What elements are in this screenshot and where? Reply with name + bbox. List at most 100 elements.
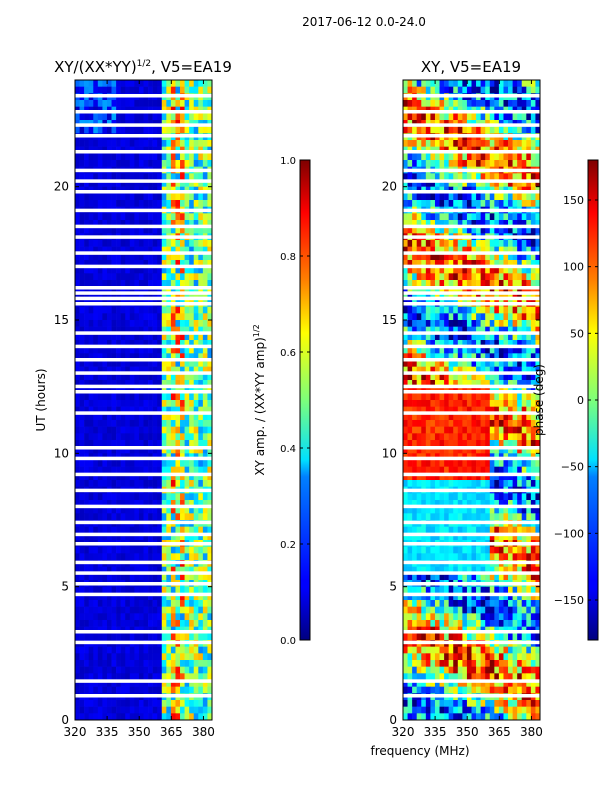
heatmap-cell (180, 380, 185, 387)
heatmap-cell (494, 373, 500, 381)
heatmap-cell (434, 360, 440, 367)
heatmap-cell (93, 380, 99, 387)
heatmap-cell (193, 660, 199, 667)
heatmap-cell (471, 286, 477, 294)
heatmap-cell (97, 493, 103, 501)
heatmap-cell (480, 340, 486, 347)
heatmap-cell (166, 700, 172, 707)
heatmap-cell (116, 713, 121, 721)
heatmap-cell (207, 306, 213, 314)
heatmap-cell (157, 280, 163, 287)
heatmap-cell (134, 413, 140, 421)
heatmap-cell (416, 460, 422, 467)
heatmap-cell (125, 280, 131, 287)
heatmap-cell (79, 473, 85, 481)
heatmap-cell (148, 366, 153, 374)
heatmap-cell (189, 493, 195, 501)
heatmap-cell (412, 406, 417, 414)
heatmap-cell (88, 126, 94, 134)
heatmap-cell (120, 466, 126, 474)
heatmap-cell (471, 426, 477, 434)
heatmap-cell (425, 80, 431, 87)
heatmap-cell (97, 673, 103, 681)
heatmap-cell (88, 333, 94, 341)
heatmap-cell (75, 353, 80, 361)
heatmap-cell (180, 613, 185, 621)
heatmap-cell (444, 100, 449, 107)
heatmap-cell (535, 480, 541, 487)
heatmap-cell (198, 686, 204, 694)
heatmap-cell (207, 600, 213, 607)
heatmap-cell (530, 400, 536, 407)
heatmap-cell (138, 366, 144, 374)
heatmap-cell (88, 360, 94, 367)
heatmap-cell (170, 573, 176, 581)
heatmap-cell (129, 220, 135, 227)
heatmap-cell (189, 160, 195, 167)
heatmap-cell (202, 480, 208, 487)
heatmap-cell (170, 226, 176, 234)
heatmap-cell (143, 400, 149, 407)
heatmap-cell (198, 480, 204, 487)
heatmap-cell (125, 573, 131, 581)
heatmap-cell (498, 253, 504, 261)
heatmap-cell (462, 366, 468, 374)
heatmap-cell (79, 260, 85, 267)
heatmap-cell (503, 326, 509, 334)
heatmap-cell (466, 153, 472, 161)
heatmap-cell (120, 280, 126, 287)
heatmap-cell (471, 446, 477, 454)
heatmap-cell (430, 466, 436, 474)
heatmap-cell (106, 193, 112, 201)
heatmap-cell (517, 326, 523, 334)
heatmap-cell (202, 660, 208, 667)
heatmap-cell (403, 273, 408, 281)
heatmap-cell (175, 393, 181, 401)
heatmap-cell (120, 360, 126, 367)
heatmap-cell (403, 493, 408, 501)
heatmap-cell (489, 280, 495, 287)
heatmap-cell (97, 633, 103, 641)
heatmap-cell (535, 313, 541, 321)
heatmap-cell (148, 426, 153, 434)
heatmap-cell (189, 406, 195, 414)
heatmap-cell (189, 280, 195, 287)
heatmap-cell (198, 426, 204, 434)
heatmap-cell (152, 113, 158, 121)
heatmap-cell (79, 433, 85, 441)
flagged-row (75, 532, 212, 537)
heatmap-cell (170, 480, 176, 487)
heatmap-cell (79, 193, 85, 201)
heatmap-cell (120, 353, 126, 361)
heatmap-cell (138, 320, 144, 327)
heatmap-cell (170, 426, 176, 434)
heatmap-cell (202, 213, 208, 221)
heatmap-cell (453, 506, 459, 514)
heatmap-cell (84, 426, 89, 434)
heatmap-cell (97, 80, 103, 87)
heatmap-cell (517, 426, 523, 434)
heatmap-cell (530, 280, 536, 287)
heatmap-cell (403, 446, 408, 454)
heatmap-cell (184, 500, 190, 507)
heatmap-cell (116, 393, 121, 401)
heatmap-cell (152, 426, 158, 434)
heatmap-cell (421, 373, 427, 381)
heatmap-cell (202, 713, 208, 721)
heatmap-cell (508, 353, 513, 361)
heatmap-cell (120, 140, 126, 147)
heatmap-cell (489, 126, 495, 134)
heatmap-cell (476, 393, 481, 401)
heatmap-cell (157, 326, 163, 334)
heatmap-cell (471, 393, 477, 401)
heatmap-cell (480, 420, 486, 427)
heatmap-cell (75, 546, 80, 554)
heatmap-cell (498, 213, 504, 221)
heatmap-cell (476, 313, 481, 321)
heatmap-cell (148, 380, 153, 387)
heatmap-cell (193, 180, 199, 187)
heatmap-cell (75, 480, 80, 487)
heatmap-cell (517, 306, 523, 314)
heatmap-cell (120, 680, 126, 687)
heatmap-cell (111, 360, 117, 367)
